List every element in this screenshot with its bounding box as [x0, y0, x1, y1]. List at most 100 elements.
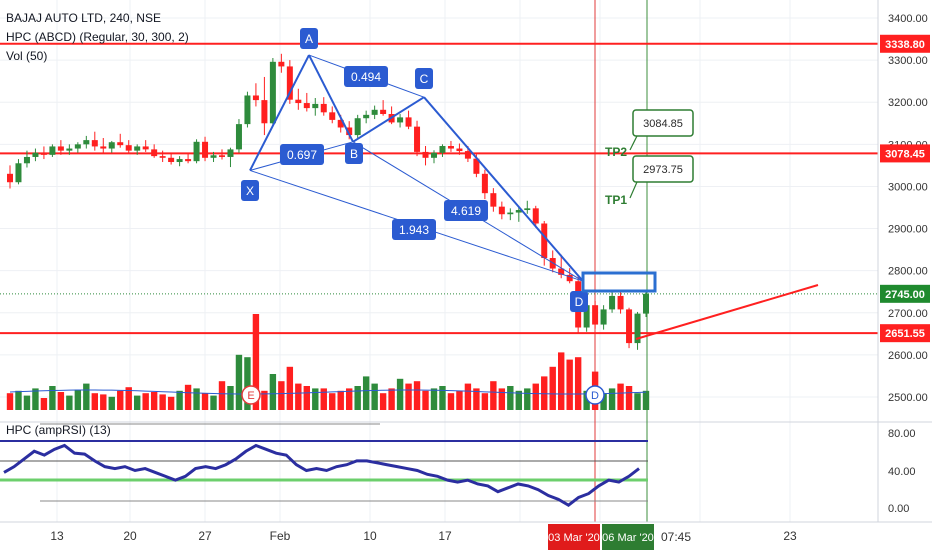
volume-bar — [507, 386, 514, 410]
volume-marker-e — [241, 385, 261, 405]
volume-bar — [227, 386, 234, 410]
prz-box — [581, 271, 657, 293]
candle-body — [23, 156, 30, 164]
level-price-tag-1 — [880, 144, 930, 163]
abcd-pattern: X A B C D 0.494 0.697 1.943 4.619 — [241, 28, 588, 312]
candle-body — [312, 103, 319, 109]
rsi-panel — [0, 423, 648, 507]
pattern-point-d-label: D — [575, 295, 584, 309]
price-tick-label: 3400.00 — [888, 13, 928, 25]
candle-body — [397, 117, 404, 123]
volume-bar — [278, 381, 285, 410]
candle-body — [100, 146, 107, 149]
pattern-point-a — [300, 28, 318, 49]
leg-cd — [423, 96, 584, 282]
candle-body — [329, 112, 336, 120]
volume-bar — [150, 392, 158, 410]
candle-body — [566, 274, 573, 282]
volume-bar — [32, 388, 39, 410]
volume-bar — [49, 386, 56, 410]
price-tick-label: 3300.00 — [888, 55, 928, 67]
volume-bar — [456, 390, 463, 410]
volume-bar — [600, 393, 607, 410]
candle-body — [405, 117, 412, 127]
volume-ma-line — [9, 389, 647, 395]
pattern-point-x — [241, 180, 259, 201]
candle-body — [210, 155, 217, 158]
candle-body — [151, 149, 158, 157]
last-price-label: 2745.00 — [885, 289, 925, 301]
candle-body — [600, 309, 607, 325]
rsi-panel-label: HPC (ampRSI) (13) — [6, 423, 111, 437]
volume-bar — [532, 383, 539, 410]
candle-body — [303, 103, 310, 109]
volume-marker-e-label: E — [247, 390, 254, 402]
candle-body — [40, 152, 47, 155]
volume-bar — [566, 359, 573, 410]
time-tick-label: 17 — [438, 529, 452, 543]
candle-body — [244, 95, 251, 125]
volume-bar — [108, 396, 115, 410]
level-price-label-2: 2651.55 — [885, 328, 925, 340]
candle-body — [617, 295, 624, 310]
volume-bar — [134, 395, 141, 410]
volume-bar — [100, 394, 107, 410]
volume-bar — [464, 383, 472, 410]
candle-body — [473, 158, 480, 174]
candle-body — [32, 152, 39, 157]
volume-bar — [337, 390, 344, 410]
candle-body — [134, 146, 141, 151]
candle-body — [371, 109, 378, 115]
candle-body — [219, 155, 225, 157]
grid-lines — [0, 0, 932, 522]
ratio-label-0: 0.494 — [351, 70, 381, 84]
volume-bar — [515, 390, 522, 410]
ratio-box-0 — [344, 66, 388, 87]
volume-bar — [117, 390, 124, 410]
candle-body — [609, 295, 616, 310]
study-label-volume: Vol (50) — [6, 49, 47, 63]
candle-body — [346, 127, 353, 136]
volume-bar — [167, 396, 175, 410]
candle-body — [74, 144, 81, 149]
candle-body — [498, 206, 505, 215]
date-flag-green — [602, 524, 654, 550]
overlays: 3084.85 TP2 2973.75 TP1 — [581, 109, 819, 340]
target-value-1: 2973.75 — [643, 164, 683, 176]
volume-bar — [312, 388, 319, 410]
horizontal-levels — [0, 42, 878, 335]
candle-body — [49, 146, 56, 155]
pattern-point-c-label: C — [420, 72, 429, 86]
candle-body — [185, 159, 192, 162]
candle-body — [634, 313, 641, 344]
volume-bar — [524, 388, 531, 410]
candle-body — [414, 126, 421, 152]
target-name-0: TP2 — [605, 145, 627, 159]
time-tick-label: 23 — [783, 529, 797, 543]
candle-body — [108, 142, 115, 149]
candle-body — [481, 173, 488, 194]
volume-bar — [261, 390, 268, 410]
level-price-label-1: 3078.45 — [885, 148, 925, 160]
price-tick-label: 2800.00 — [888, 266, 928, 278]
candle-body — [202, 141, 209, 158]
volume-bar — [184, 384, 192, 410]
candle-body — [524, 208, 531, 211]
candle-body — [176, 159, 183, 163]
volume-bar — [379, 393, 387, 410]
ratio-box-1 — [280, 144, 324, 165]
volume-bar — [74, 389, 82, 410]
level-price-label-0: 3338.80 — [885, 39, 925, 51]
target-box-0 — [632, 109, 694, 137]
date-flag-red — [548, 524, 600, 550]
trend-line — [635, 284, 819, 340]
candle-body — [626, 309, 633, 344]
volume-bar — [57, 392, 65, 410]
target-name-1: TP1 — [605, 193, 627, 207]
time-tick-label: 10 — [363, 529, 377, 543]
candle-body — [269, 61, 276, 124]
volume-bar — [210, 395, 217, 410]
leg-ab — [308, 54, 354, 143]
volume-bar — [413, 381, 421, 410]
